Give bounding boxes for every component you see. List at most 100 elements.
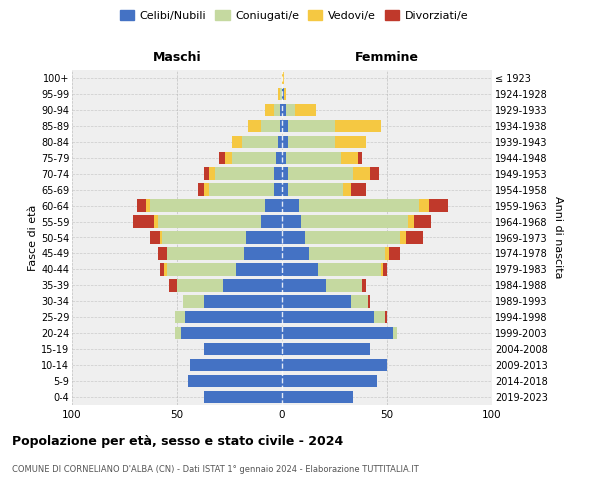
Bar — [223, 279, 282, 291]
Bar — [175, 311, 185, 324]
Bar — [232, 136, 242, 148]
Bar — [150, 232, 160, 243]
Bar — [282, 136, 289, 148]
Bar — [284, 88, 286, 100]
Bar — [289, 136, 335, 148]
Bar — [190, 359, 282, 372]
Bar — [282, 152, 286, 164]
Bar — [301, 216, 408, 228]
Bar — [414, 216, 431, 228]
Bar — [158, 247, 167, 260]
Bar — [370, 168, 379, 180]
Bar — [204, 391, 282, 403]
Bar — [244, 247, 282, 260]
Bar — [274, 168, 282, 180]
Bar — [351, 295, 368, 308]
Bar — [261, 216, 282, 228]
Text: Femmine: Femmine — [355, 52, 419, 64]
Bar — [282, 343, 370, 355]
Bar — [204, 184, 209, 196]
Bar — [177, 279, 223, 291]
Bar — [158, 216, 261, 228]
Bar — [204, 168, 209, 180]
Bar — [280, 120, 282, 132]
Bar — [278, 136, 282, 148]
Bar — [276, 152, 282, 164]
Bar — [406, 232, 422, 243]
Bar — [282, 327, 394, 340]
Text: Popolazione per età, sesso e stato civile - 2024: Popolazione per età, sesso e stato civil… — [12, 435, 343, 448]
Bar — [282, 359, 387, 372]
Bar — [150, 200, 265, 212]
Bar — [137, 200, 146, 212]
Bar — [209, 184, 274, 196]
Bar — [282, 295, 351, 308]
Bar — [209, 168, 215, 180]
Bar — [374, 311, 385, 324]
Bar — [289, 168, 353, 180]
Bar — [282, 104, 286, 116]
Bar — [236, 263, 282, 276]
Bar — [358, 152, 362, 164]
Bar — [219, 152, 226, 164]
Bar — [282, 200, 299, 212]
Bar — [265, 200, 282, 212]
Bar — [204, 295, 282, 308]
Bar — [133, 216, 154, 228]
Bar — [400, 232, 406, 243]
Bar — [282, 216, 301, 228]
Bar — [215, 168, 274, 180]
Bar — [282, 184, 289, 196]
Bar — [343, 184, 351, 196]
Bar — [175, 327, 181, 340]
Bar — [385, 247, 389, 260]
Bar — [295, 104, 316, 116]
Text: COMUNE DI CORNELIANO D'ALBA (CN) - Dati ISTAT 1° gennaio 2024 - Elaborazione TUT: COMUNE DI CORNELIANO D'ALBA (CN) - Dati … — [12, 465, 419, 474]
Bar — [160, 232, 162, 243]
Bar — [362, 279, 366, 291]
Bar — [204, 343, 282, 355]
Bar — [278, 88, 280, 100]
Bar — [282, 263, 318, 276]
Bar — [185, 311, 282, 324]
Bar — [381, 263, 383, 276]
Bar — [408, 216, 415, 228]
Bar — [187, 375, 282, 388]
Y-axis label: Anni di nascita: Anni di nascita — [553, 196, 563, 279]
Bar — [282, 120, 289, 132]
Bar — [181, 327, 282, 340]
Bar — [160, 263, 164, 276]
Bar — [326, 279, 362, 291]
Bar — [385, 311, 387, 324]
Bar — [164, 263, 167, 276]
Bar — [184, 295, 204, 308]
Bar — [162, 232, 247, 243]
Bar — [248, 120, 261, 132]
Bar — [299, 200, 419, 212]
Bar — [226, 152, 232, 164]
Y-axis label: Fasce di età: Fasce di età — [28, 204, 38, 270]
Bar — [242, 136, 278, 148]
Bar — [282, 168, 289, 180]
Bar — [198, 184, 204, 196]
Bar — [232, 152, 276, 164]
Bar — [274, 184, 282, 196]
Bar — [305, 232, 400, 243]
Bar — [383, 263, 387, 276]
Bar — [353, 168, 370, 180]
Bar — [335, 120, 381, 132]
Bar — [310, 247, 385, 260]
Bar — [394, 327, 397, 340]
Bar — [419, 200, 429, 212]
Bar — [282, 279, 326, 291]
Bar — [282, 72, 284, 84]
Bar — [429, 200, 448, 212]
Bar — [282, 247, 310, 260]
Bar — [351, 184, 366, 196]
Bar — [146, 200, 150, 212]
Bar — [341, 152, 358, 164]
Bar — [265, 104, 274, 116]
Bar — [335, 136, 366, 148]
Bar — [282, 391, 353, 403]
Bar — [261, 120, 280, 132]
